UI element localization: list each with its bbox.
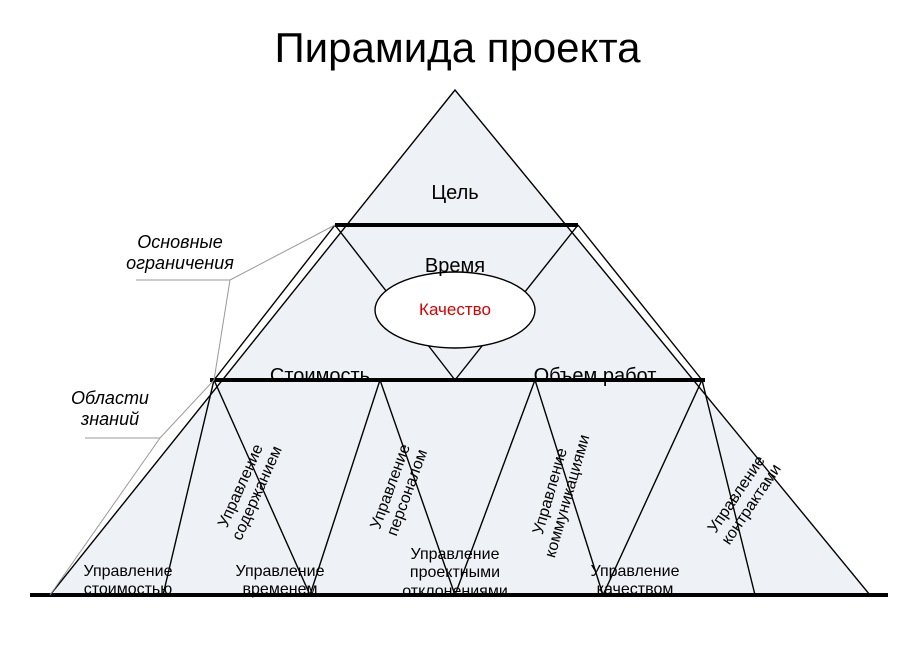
label-time: Время (0, 255, 913, 278)
label-scope: Объем работ (138, 365, 915, 388)
label-goal: Цель (0, 182, 913, 205)
label-base-quality: Управление качеством (178, 563, 915, 600)
diagram-stage: Пирамида проекта Основные ограничения Об… (0, 0, 915, 645)
annotation-knowledge: Области знаний (71, 388, 149, 429)
label-quality: Качество (0, 300, 913, 320)
